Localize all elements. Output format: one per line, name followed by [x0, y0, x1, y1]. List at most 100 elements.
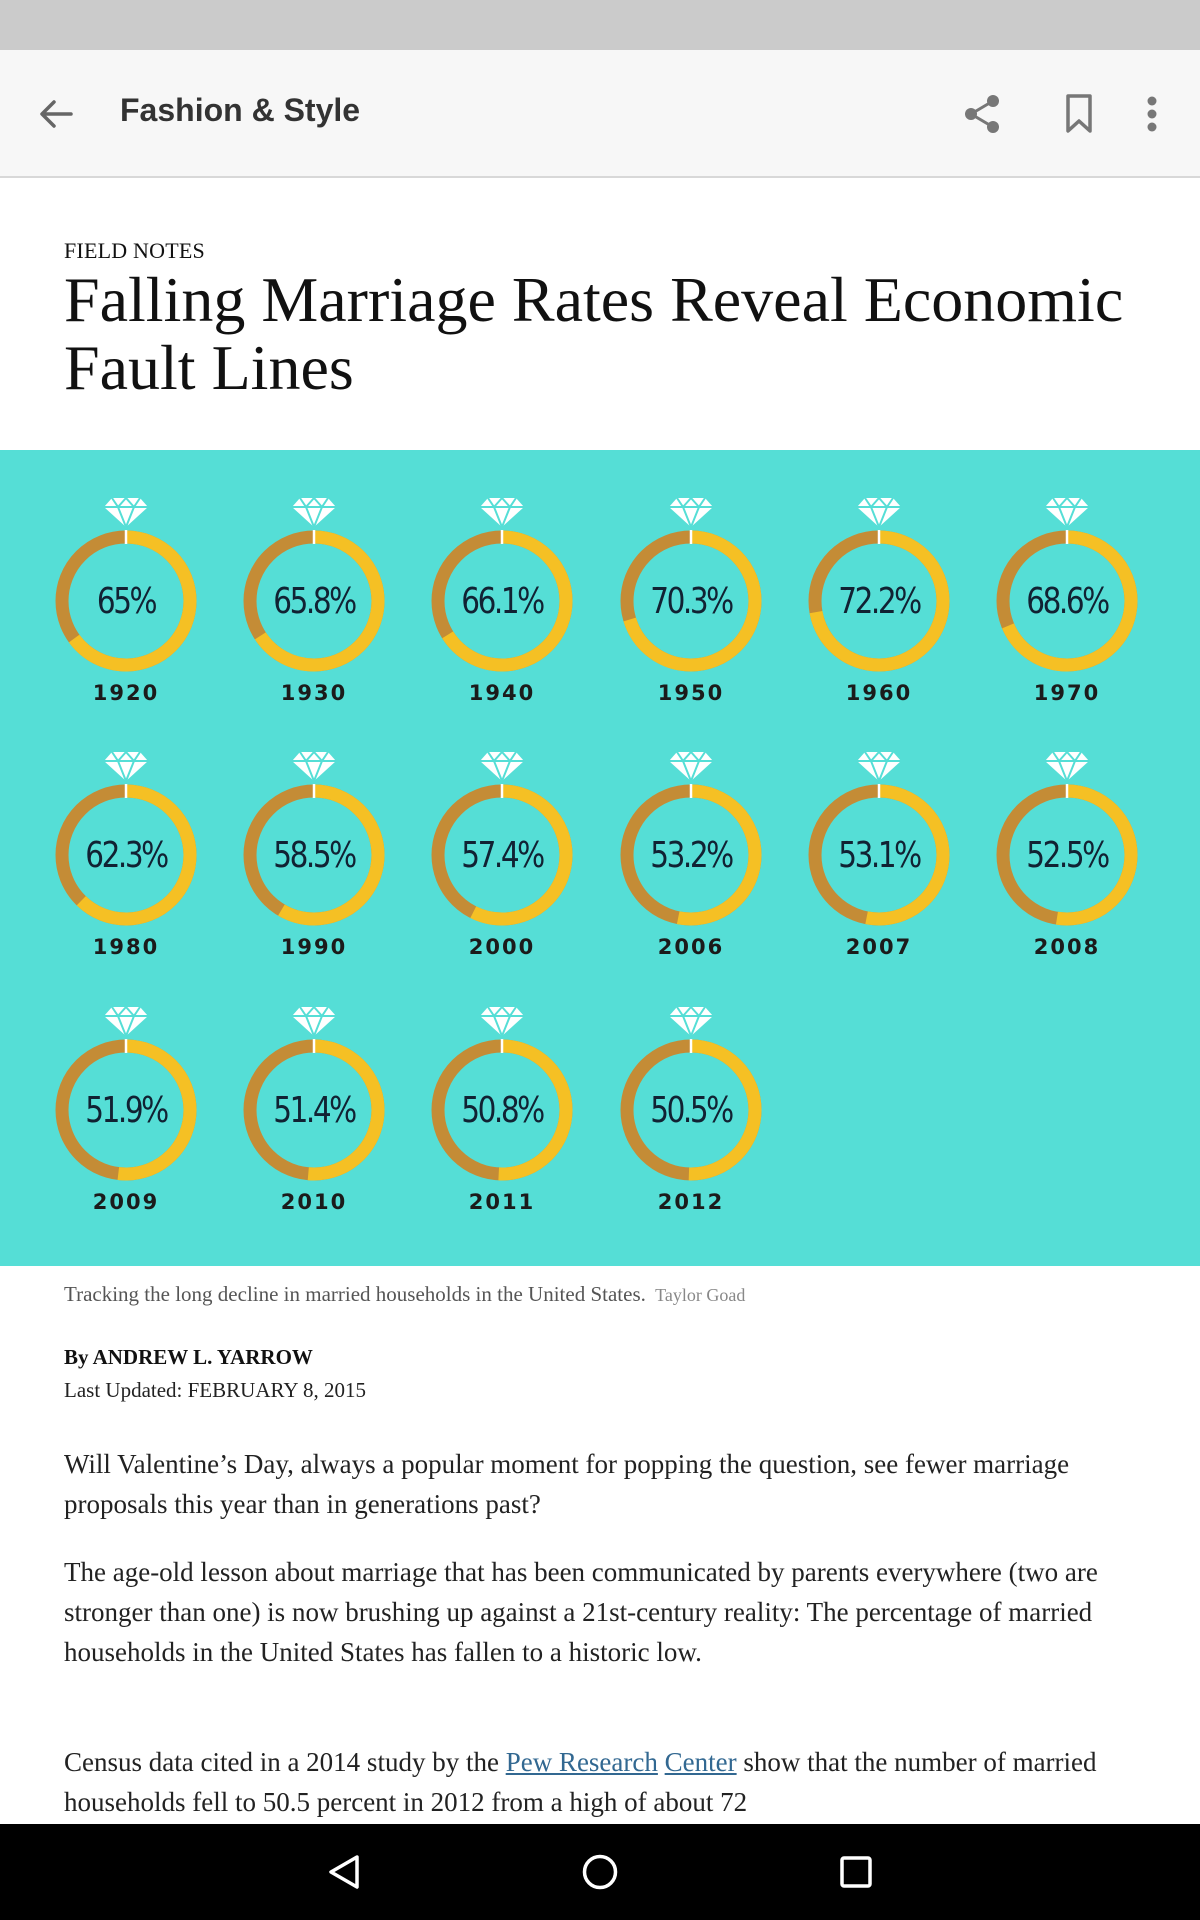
ring-year: 2010: [280, 1190, 348, 1214]
ring-item: 50.8% 2011: [408, 1005, 596, 1225]
ring-percentage: 52.5%: [1026, 834, 1110, 876]
nav-home-button[interactable]: [574, 1846, 626, 1898]
ring-percentage: 51.9%: [85, 1089, 169, 1131]
ring-band: [808, 530, 950, 672]
diamond-icon: [104, 750, 148, 782]
pew-research-link[interactable]: Pew Research: [505, 1747, 658, 1777]
ring-year: 2011: [468, 1190, 536, 1214]
arrow-left-icon: [40, 100, 73, 128]
ring-percentage: 58.5%: [273, 834, 357, 876]
ring-year: 1980: [92, 935, 160, 959]
ring-item: 58.5% 1990: [220, 750, 408, 970]
ring-year: 2000: [468, 935, 536, 959]
diamond-icon: [104, 496, 148, 528]
system-nav-bar: [0, 1824, 1200, 1920]
diamond-icon: [292, 1005, 336, 1037]
byline: By ANDREW L. YARROW: [64, 1345, 313, 1369]
ring-percentage: 51.4%: [273, 1089, 357, 1131]
center-link[interactable]: Center: [664, 1747, 737, 1777]
last-updated: Last Updated: FEBRUARY 8, 2015: [64, 1378, 366, 1402]
article-paragraph-2: The age-old lesson about marriage that h…: [64, 1557, 1098, 1667]
ring-year: 1920: [92, 681, 160, 705]
ring-item: 51.4% 2010: [220, 1005, 408, 1225]
ring-year: 1990: [280, 935, 348, 959]
ring-percentage: 65%: [96, 580, 158, 622]
ring-year: 1950: [657, 681, 725, 705]
ring-item: 65% 1920: [32, 496, 220, 716]
ring-band: [808, 784, 950, 926]
ring-year: 2007: [845, 935, 913, 959]
diamond-icon: [1045, 496, 1089, 528]
ring-item: 70.3% 1950: [597, 496, 785, 716]
share-icon: [965, 95, 999, 133]
more-vertical-icon: [1147, 96, 1157, 132]
diamond-icon: [292, 496, 336, 528]
ring-item: 53.1% 2007: [785, 750, 973, 970]
share-button[interactable]: [956, 88, 1008, 140]
article-headline: Falling Marriage Rates Reveal Economic F…: [64, 264, 1124, 403]
ring-band: [620, 530, 762, 672]
ring-percentage: 53.2%: [650, 834, 734, 876]
bookmark-icon: [1066, 94, 1092, 133]
image-caption: Tracking the long decline in married hou…: [64, 1282, 745, 1307]
ring-percentage: 72.2%: [838, 580, 922, 622]
ring-band: [620, 784, 762, 926]
ring-item: 72.2% 1960: [785, 496, 973, 716]
ring-item: 57.4% 2000: [408, 750, 596, 970]
ring-percentage: 65.8%: [273, 580, 357, 622]
ring-band: [996, 784, 1138, 926]
diamond-icon: [669, 496, 713, 528]
ring-percentage: 50.5%: [650, 1089, 734, 1131]
ring-item: 62.3% 1980: [32, 750, 220, 970]
ring-band: [431, 1039, 573, 1181]
ring-item: 68.6% 1970: [973, 496, 1161, 716]
ring-band: [431, 784, 573, 926]
section-title: Fashion & Style: [120, 92, 361, 128]
ring-percentage: 50.8%: [461, 1089, 545, 1131]
ring-year: 2006: [657, 935, 725, 959]
status-bar: [0, 0, 1200, 50]
ring-year: 1970: [1033, 681, 1101, 705]
ring-year: 2009: [92, 1190, 160, 1214]
triangle-back-icon: [329, 1855, 359, 1889]
ring-band: [55, 784, 197, 926]
ring-year: 1960: [845, 681, 913, 705]
diamond-icon: [857, 496, 901, 528]
diamond-icon: [857, 750, 901, 782]
ring-item: 53.2% 2006: [597, 750, 785, 970]
ring-band: [243, 530, 385, 672]
ring-percentage: 57.4%: [461, 834, 545, 876]
article-paragraph-1: Will Valentine’s Day, always a popular m…: [64, 1449, 1070, 1519]
diamond-icon: [480, 496, 524, 528]
ring-year: 2008: [1033, 935, 1101, 959]
more-options-button[interactable]: [1126, 88, 1178, 140]
nav-back-button[interactable]: [318, 1846, 370, 1898]
back-button[interactable]: [30, 88, 82, 140]
diamond-icon: [292, 750, 336, 782]
diamond-icon: [104, 1005, 148, 1037]
ring-year: 1930: [280, 681, 348, 705]
paragraph-text: Census data cited in a 2014 study by the: [64, 1747, 506, 1777]
ring-percentage: 62.3%: [85, 834, 169, 876]
ring-band: [620, 1039, 762, 1181]
ring-year: 2012: [657, 1190, 725, 1214]
diamond-icon: [669, 1005, 713, 1037]
paragraph-text: [658, 1747, 665, 1777]
diamond-icon: [1045, 750, 1089, 782]
ring-percentage: 70.3%: [650, 580, 734, 622]
nav-recents-button[interactable]: [830, 1846, 882, 1898]
photo-credit: Taylor Goad: [655, 1285, 746, 1305]
ring-item: 66.1% 1940: [408, 496, 596, 716]
marriage-rate-graphic: 65% 1920 65.8% 1930 66.1% 1940 70.3% 1950 72.2% 1…: [0, 450, 1200, 1266]
caption-text: Tracking the long decline in married hou…: [64, 1282, 646, 1306]
ring-band: [243, 784, 385, 926]
ring-item: 50.5% 2012: [597, 1005, 785, 1225]
diamond-icon: [480, 750, 524, 782]
square-recents-icon: [840, 1856, 872, 1888]
ring-year: 1940: [468, 681, 536, 705]
app-bar: Fashion & Style: [0, 50, 1200, 178]
diamond-icon: [669, 750, 713, 782]
bookmark-button[interactable]: [1053, 88, 1105, 140]
paragraph-text: show that the number of married househol…: [64, 1747, 1097, 1817]
ring-band: [55, 530, 197, 672]
